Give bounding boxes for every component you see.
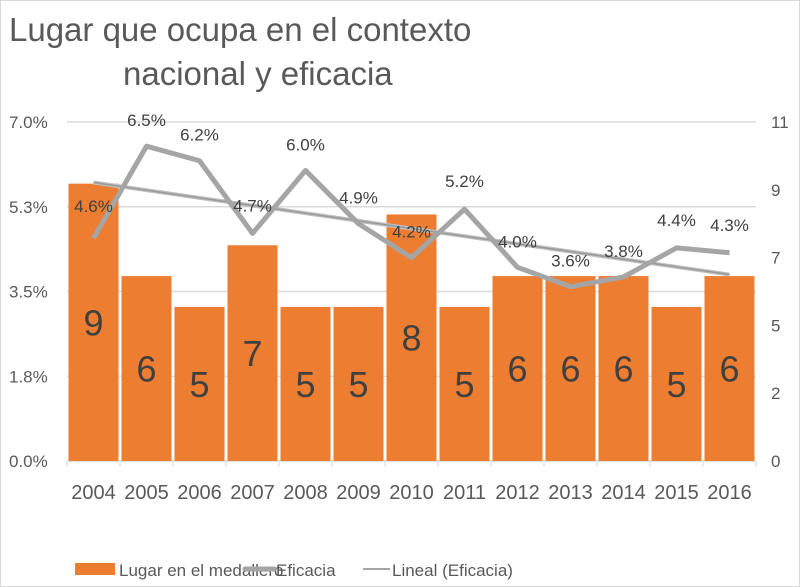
eficacia-data-label: 4.4%: [657, 211, 696, 230]
bar: [704, 276, 755, 461]
legend-label-trendline: Lineal (Eficacia): [392, 561, 513, 580]
bar-label: 9: [83, 302, 103, 343]
bar-label: 6: [507, 349, 527, 390]
eficacia-data-label: 4.7%: [233, 196, 272, 215]
eficacia-data-label: 4.0%: [498, 232, 537, 251]
left-axis-tick: 5.3%: [9, 198, 48, 217]
bar-label: 6: [136, 349, 156, 390]
chart-title-line-2: nacional y eficacia: [123, 55, 393, 92]
x-axis-tick: 2011: [443, 482, 486, 504]
x-axis-tick: 2006: [177, 482, 222, 504]
right-axis-tick: 0: [771, 452, 780, 471]
bar-label: 6: [719, 349, 739, 390]
x-axis-tick: 2013: [548, 482, 593, 504]
legend-label-line: Eficacia: [276, 561, 336, 580]
bar: [651, 306, 702, 461]
x-axis-tick: 2015: [654, 482, 699, 504]
bar: [121, 276, 172, 461]
x-axis-tick: 2007: [230, 482, 275, 504]
eficacia-data-label: 3.8%: [604, 242, 643, 261]
bar-label: 7: [242, 333, 262, 374]
eficacia-data-label: 5.2%: [445, 172, 484, 191]
bar-label: 6: [613, 349, 633, 390]
bar-label: 8: [401, 318, 421, 359]
x-axis-tick: 2014: [601, 482, 646, 504]
right-axis-tick: 7: [771, 249, 780, 268]
bar-label: 5: [295, 364, 315, 405]
bar: [174, 306, 225, 461]
left-axis-tick: 0.0%: [9, 452, 48, 471]
x-axis-tick: 2005: [124, 482, 169, 504]
eficacia-data-label: 3.6%: [551, 252, 590, 271]
legend-swatch-bars: [75, 563, 115, 575]
bar: [280, 306, 331, 461]
eficacia-line: [91, 143, 730, 290]
chart-title-line-1: Lugar que ocupa en el contexto: [9, 11, 471, 48]
legend-label-bars: Lugar en el medallero: [119, 561, 283, 580]
x-axis-tick: 2016: [707, 482, 752, 504]
eficacia-data-label: 4.3%: [710, 216, 749, 235]
eficacia-data-label: 6.5%: [127, 111, 166, 130]
right-axis-tick: 11: [771, 113, 789, 132]
x-axis-tick: 2010: [389, 482, 434, 504]
legend: Lugar en el medallero Eficacia Lineal (E…: [75, 561, 513, 580]
left-axis-tick: 1.8%: [9, 367, 48, 386]
left-axis-tick: 3.5%: [9, 283, 48, 302]
x-axis-tick: 2004: [71, 482, 116, 504]
bar: [68, 183, 119, 462]
bar: [492, 276, 543, 461]
x-axis-tick: 2012: [495, 482, 540, 504]
eficacia-data-label: 4.9%: [339, 189, 378, 208]
trendline-core: [93, 181, 730, 276]
left-axis-tick: 7.0%: [9, 113, 48, 132]
bar: [598, 276, 649, 461]
eficacia-data-label: 4.2%: [392, 223, 431, 242]
eficacia-data-label: 4.6%: [74, 197, 113, 216]
bar-label: 5: [454, 364, 474, 405]
bar: [439, 306, 490, 461]
right-axis-tick: 5: [771, 316, 780, 335]
bar: [333, 306, 384, 461]
eficacia-data-label: 6.2%: [180, 126, 219, 145]
bar-label: 5: [189, 364, 209, 405]
bar: [227, 245, 278, 461]
bar: [545, 276, 596, 461]
bar-label: 5: [666, 364, 686, 405]
x-axis-tick: 2008: [283, 482, 328, 504]
x-axis-tick: 2009: [336, 482, 381, 504]
bar-label: 5: [348, 364, 368, 405]
right-axis-tick: 9: [771, 181, 780, 200]
right-axis-tick: 2: [771, 384, 780, 403]
bar-label: 6: [560, 349, 580, 390]
eficacia-data-label: 6.0%: [286, 135, 325, 154]
